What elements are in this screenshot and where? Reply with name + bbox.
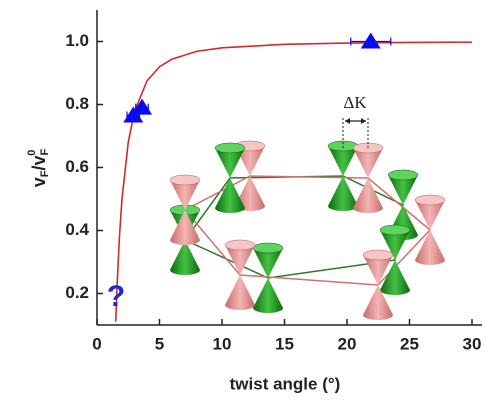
annotation: ΔK [343, 93, 367, 112]
y-label-part: /v [29, 155, 49, 170]
y-label-part: 0 [26, 150, 38, 156]
x-tick-label: 0 [92, 334, 101, 353]
cone-pink [415, 195, 445, 265]
cone-pink [225, 240, 255, 310]
y-label-part: v [29, 177, 49, 187]
x-tick-label: 20 [338, 334, 357, 353]
data-point [361, 33, 381, 49]
y-label-part: F [39, 148, 51, 155]
x-tick-label: 25 [400, 334, 419, 353]
y-axis-label: vF/vF0 [26, 148, 51, 187]
chart: twist angle (°) vF/vF0 0.20.40.60.81.005… [0, 0, 485, 400]
x-tick-label: 10 [213, 334, 232, 353]
data-point [132, 99, 152, 115]
y-tick-label: 1.0 [65, 31, 89, 50]
y-tick-label: 0.6 [65, 157, 89, 176]
annotation: ? [107, 280, 125, 313]
x-axis-label: twist angle (°) [230, 374, 341, 393]
y-tick-label: 0.4 [65, 220, 89, 239]
x-tick-label: 15 [275, 334, 294, 353]
y-tick-label: 0.2 [65, 283, 89, 302]
y-tick-label: 0.8 [65, 94, 89, 113]
inset-illustration [170, 118, 445, 320]
x-tick-label: 5 [155, 334, 164, 353]
x-tick-label: 30 [463, 334, 482, 353]
